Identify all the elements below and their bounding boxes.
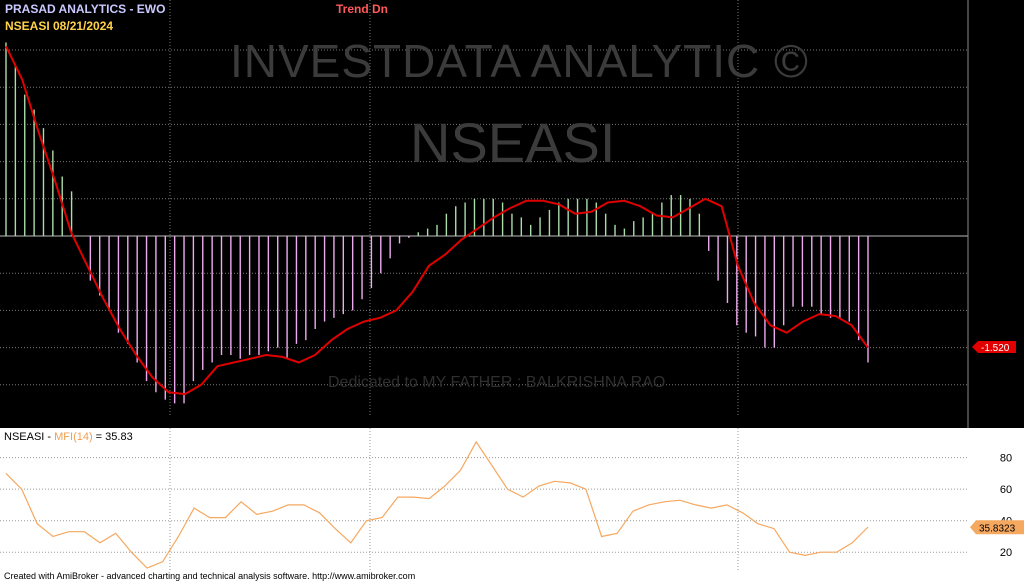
mfi-last-value-tag (970, 520, 1024, 535)
mfi-last-value: 35.8323 (979, 523, 1016, 534)
mfi-chart-pane (0, 428, 1024, 583)
mfi-series-name: MFI(14) (54, 431, 93, 443)
symbol-date: NSEASI 08/21/2024 (5, 19, 114, 33)
mfi-pane-label-text: NSEASI - MFI(14) = 35.83 (4, 431, 133, 443)
mfi-line (5, 440, 869, 569)
mfi-y-tick: 20 (1000, 547, 1012, 559)
watermark-symbol: NSEASI (410, 111, 616, 174)
mfi-pane-label: NSEASI - MFI(14) = 35.83 (4, 431, 133, 443)
ewo-last-value: -1.520 (981, 343, 1010, 354)
chart-title: PRASAD ANALYTICS - EWO (5, 2, 166, 16)
watermark-title: INVESTDATA ANALYTIC © (230, 35, 809, 87)
signal-line (5, 45, 869, 396)
ewo-last-value-tag (972, 341, 1016, 353)
mfi-y-tick: 80 (1000, 453, 1012, 465)
footer-credit: Created with AmiBroker - advanced charti… (4, 571, 416, 581)
mfi-y-tick: 60 (1000, 484, 1012, 496)
watermark-dedication: Dedicated to MY FATHER : BALKRISHNA RAO (328, 374, 666, 391)
trend-status: Trend Dn (336, 2, 389, 16)
